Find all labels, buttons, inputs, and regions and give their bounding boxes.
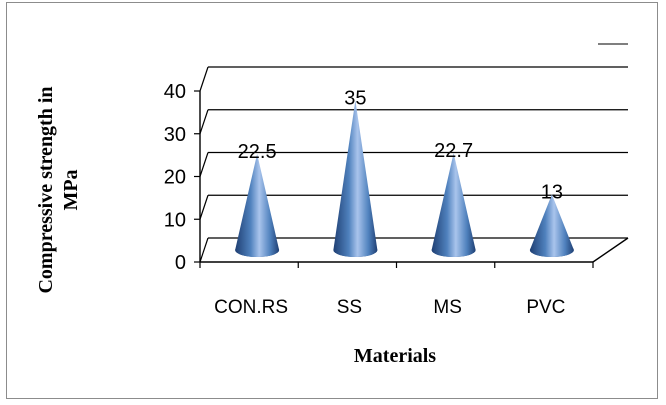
cone-body (333, 100, 378, 257)
gridline-side (199, 109, 209, 134)
chart-area (6, 2, 658, 399)
cone-body (529, 194, 574, 257)
data-cones (235, 100, 574, 257)
cone (235, 153, 280, 257)
y-tick-label: 10 (164, 209, 186, 231)
cone (333, 100, 378, 257)
cone-body (235, 153, 280, 257)
y-axis-title-line-2: MPa (60, 169, 82, 210)
data-label: 22.7 (434, 140, 473, 162)
category-label: MS (433, 297, 462, 318)
category-label: CON.RS (214, 297, 288, 318)
y-tick-label: 30 (164, 124, 186, 146)
cone-body (431, 152, 476, 257)
floor-right-edge (592, 237, 629, 263)
gridline-side (199, 237, 209, 263)
category-label: PVC (526, 297, 565, 318)
x-axis-title: Materials (354, 345, 436, 367)
cone (529, 194, 574, 257)
cone (431, 152, 476, 257)
y-tick-label: 40 (164, 81, 186, 103)
y-axis-title: Compressive strength in MPa (35, 86, 82, 293)
gridline-side (199, 66, 209, 92)
data-label: 35 (344, 87, 366, 109)
y-tick-labels: 0 10 20 30 40 (164, 81, 186, 274)
data-label: 22.5 (238, 141, 277, 163)
data-labels: 22.5 35 22.7 13 (238, 87, 563, 203)
y-tick-label: 20 (164, 167, 186, 189)
y-axis-title-line-1: Compressive strength in (35, 86, 57, 293)
category-labels: CON.RS SS MS PVC (214, 297, 565, 318)
category-label: SS (337, 297, 362, 318)
gridline-side (199, 195, 209, 220)
gridline-side (199, 152, 209, 177)
y-axis (194, 90, 629, 268)
y-tick-label: 0 (175, 252, 186, 274)
data-label: 13 (541, 181, 563, 203)
